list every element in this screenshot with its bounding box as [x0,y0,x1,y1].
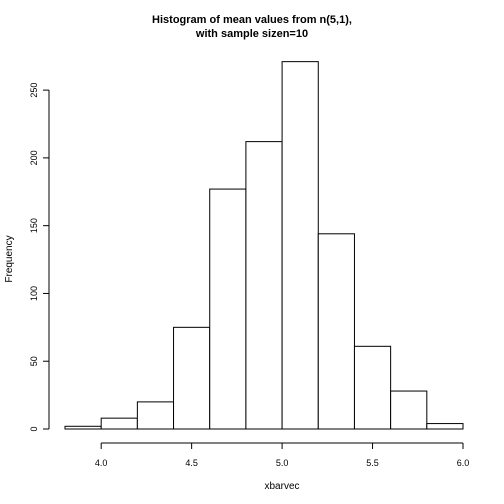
y-tick-label-0: 0 [29,426,39,431]
histogram-bar-0 [64,425,102,430]
y-tick-label-5: 250 [29,83,39,98]
y-tick-label-2: 100 [29,286,39,301]
y-tick-label-4: 200 [29,150,39,165]
x-tick-label-4: 6.0 [457,458,470,468]
chart-title-line1: Histogram of mean values from n(5,1), [152,14,352,26]
x-tick-label-1: 4.5 [185,458,198,468]
histogram-bar-7 [317,233,355,430]
x-tick-label-2: 5.0 [276,458,289,468]
x-axis-label: xbarvec [264,481,299,492]
y-tick-label-1: 50 [29,356,39,366]
histogram-bar-5 [245,141,283,430]
y-axis-label: Frequency [4,235,15,282]
y-tick-label-3: 150 [29,218,39,233]
histogram-bar-10 [426,423,464,430]
x-tick-label-0: 4.0 [95,458,108,468]
x-tick-label-3: 5.5 [366,458,379,468]
x-axis: 4.0 4.5 5.0 5.5 6.0 [95,442,470,468]
histogram-bar-4 [209,188,247,430]
histogram-bar-9 [390,390,428,430]
histogram-bar-6 [281,61,319,430]
y-axis: 0 50 100 150 200 250 [29,83,50,432]
histogram-bar-1 [100,417,138,430]
histogram-bar-8 [353,345,392,430]
histogram-bar-3 [173,326,211,430]
histogram-bar-2 [136,401,175,430]
histogram-bars [64,61,464,430]
chart-title-line2: with sample sizen=10 [195,28,308,40]
